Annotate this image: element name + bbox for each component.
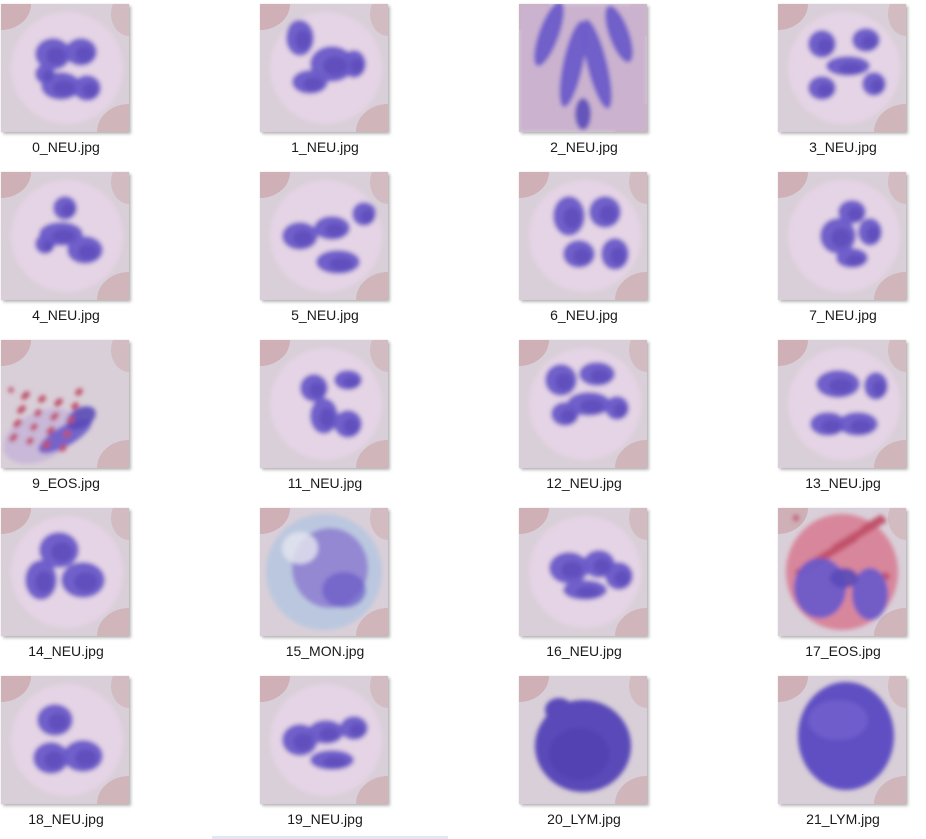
file-name-label[interactable]: 3_NEU.jpg [809,139,877,155]
file-item[interactable]: 2_NEU.jpg [484,0,684,160]
file-item[interactable]: 3_NEU.jpg [743,0,926,160]
blood-cell-thumbnail-icon[interactable] [778,4,906,132]
file-item[interactable]: 12_NEU.jpg [484,336,684,496]
file-item[interactable]: 0_NEU.jpg [0,0,166,160]
blood-cell-thumbnail-icon[interactable] [519,172,647,300]
file-name-label[interactable]: 13_NEU.jpg [805,475,881,491]
blood-cell-thumbnail-icon[interactable] [519,4,647,132]
file-name-label[interactable]: 4_NEU.jpg [32,307,100,323]
blood-cell-thumbnail-icon[interactable] [1,340,129,468]
file-item[interactable]: 11_NEU.jpg [225,336,425,496]
file-item[interactable]: 17_EOS.jpg [743,504,926,664]
file-item[interactable]: 7_NEU.jpg [743,168,926,328]
file-item[interactable]: 9_EOS.jpg [0,336,166,496]
blood-cell-thumbnail-icon[interactable] [260,4,388,132]
file-item[interactable]: 16_NEU.jpg [484,504,684,664]
file-name-label[interactable]: 7_NEU.jpg [809,307,877,323]
file-item[interactable]: 6_NEU.jpg [484,168,684,328]
blood-cell-thumbnail-icon[interactable] [778,676,906,804]
file-name-label[interactable]: 17_EOS.jpg [805,643,881,659]
blood-cell-thumbnail-icon[interactable] [1,4,129,132]
file-name-label[interactable]: 9_EOS.jpg [32,475,100,491]
file-name-label[interactable]: 6_NEU.jpg [550,307,618,323]
blood-cell-thumbnail-icon[interactable] [778,340,906,468]
file-item[interactable]: 1_NEU.jpg [225,0,425,160]
blood-cell-thumbnail-icon[interactable] [1,508,129,636]
file-item[interactable]: 18_NEU.jpg [0,672,166,832]
file-item[interactable]: 19_NEU.jpg [225,672,425,832]
blood-cell-thumbnail-icon[interactable] [260,508,388,636]
blood-cell-thumbnail-icon[interactable] [260,340,388,468]
blood-cell-thumbnail-icon[interactable] [778,172,906,300]
file-name-label[interactable]: 12_NEU.jpg [546,475,622,491]
file-name-label[interactable]: 16_NEU.jpg [546,643,622,659]
file-item[interactable]: 20_LYM.jpg [484,672,684,832]
blood-cell-thumbnail-icon[interactable] [778,508,906,636]
file-name-label[interactable]: 15_MON.jpg [285,643,365,659]
file-name-label[interactable]: 18_NEU.jpg [28,811,104,827]
file-name-label[interactable]: 5_NEU.jpg [291,307,359,323]
file-name-label[interactable]: 14_NEU.jpg [28,643,104,659]
blood-cell-thumbnail-icon[interactable] [519,676,647,804]
file-item[interactable]: 5_NEU.jpg [225,168,425,328]
file-item[interactable]: 21_LYM.jpg [743,672,926,832]
file-item[interactable]: 13_NEU.jpg [743,336,926,496]
blood-cell-thumbnail-icon[interactable] [519,508,647,636]
blood-cell-thumbnail-icon[interactable] [260,676,388,804]
file-name-label[interactable]: 0_NEU.jpg [32,139,100,155]
file-name-label[interactable]: 21_LYM.jpg [806,811,880,827]
blood-cell-thumbnail-icon[interactable] [1,676,129,804]
file-name-label[interactable]: 1_NEU.jpg [291,139,359,155]
file-name-label[interactable]: 20_LYM.jpg [547,811,621,827]
file-item[interactable]: 4_NEU.jpg [0,168,166,328]
file-name-label[interactable]: 2_NEU.jpg [550,139,618,155]
horizontal-scroll-indicator[interactable] [212,836,448,839]
file-name-label[interactable]: 19_NEU.jpg [287,811,363,827]
blood-cell-thumbnail-icon[interactable] [260,172,388,300]
file-item[interactable]: 15_MON.jpg [225,504,425,664]
file-name-label[interactable]: 11_NEU.jpg [287,475,363,491]
file-item[interactable]: 14_NEU.jpg [0,504,166,664]
blood-cell-thumbnail-icon[interactable] [519,340,647,468]
blood-cell-thumbnail-icon[interactable] [1,172,129,300]
